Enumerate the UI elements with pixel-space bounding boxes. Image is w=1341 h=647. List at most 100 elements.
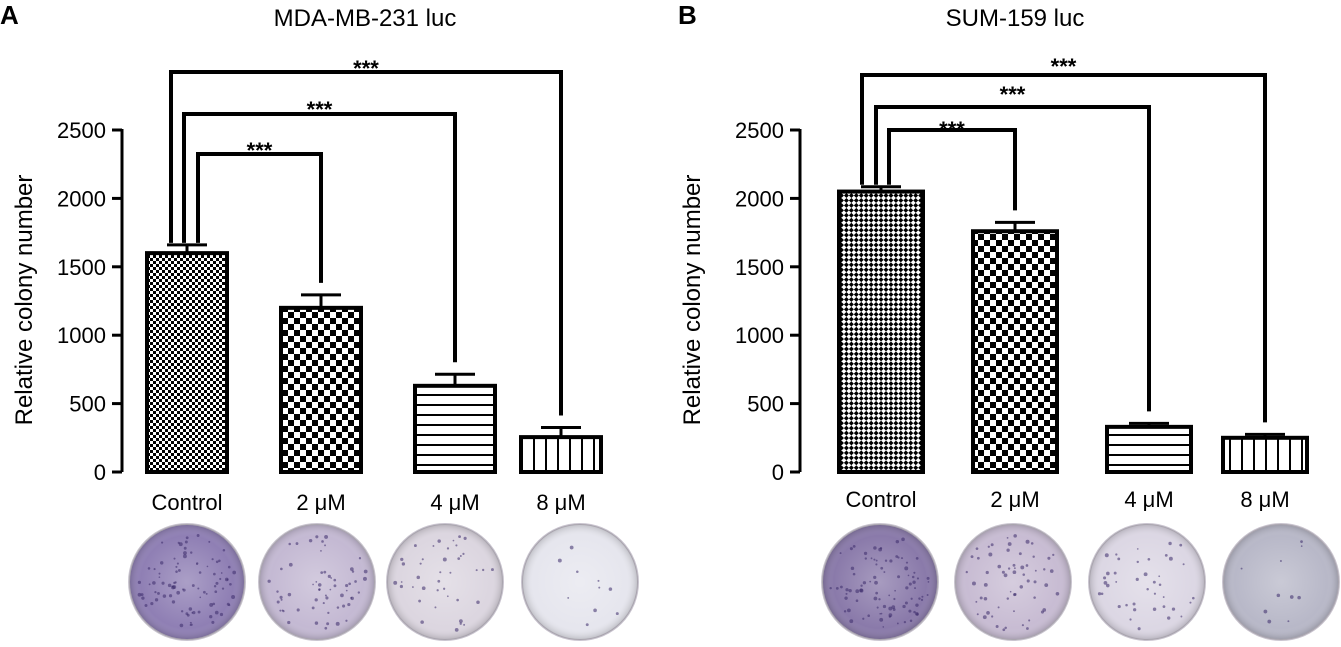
- colony-dot: [147, 567, 151, 570]
- colony-dot: [1162, 596, 1165, 598]
- colony-dot: [1289, 595, 1294, 599]
- colony-dot: [314, 598, 318, 602]
- colony-dot: [983, 582, 988, 587]
- colony-dot: [1179, 543, 1183, 547]
- colony-dot: [482, 568, 485, 572]
- colony-dot: [463, 536, 467, 540]
- colony-dot: [219, 577, 222, 581]
- colony-dot: [173, 557, 176, 560]
- y-tick-label: 1500: [57, 255, 106, 280]
- colony-dot: [1147, 557, 1151, 561]
- colony-dot: [205, 592, 208, 595]
- colony-dot: [840, 585, 843, 589]
- colony-dot: [437, 579, 441, 583]
- colony-dot: [875, 591, 879, 595]
- colony-dot: [1267, 619, 1272, 624]
- colony-dot: [349, 567, 354, 571]
- colony-dot: [227, 565, 231, 569]
- colony-dot: [593, 608, 597, 613]
- colony-dot: [295, 542, 299, 545]
- colony-dot: [351, 570, 355, 573]
- panel-letter: A: [0, 0, 19, 30]
- colony-dot: [878, 598, 881, 601]
- colony-dot: [970, 555, 974, 559]
- colony-dot: [432, 545, 435, 547]
- colony-dot: [1180, 615, 1183, 618]
- colony-dot: [347, 602, 351, 607]
- colony-dot: [1103, 576, 1107, 580]
- colony-dot: [921, 595, 924, 598]
- colony-dot: [183, 546, 187, 550]
- colony-dot: [1020, 565, 1025, 570]
- colony-dot: [894, 589, 896, 592]
- colony-dot: [345, 619, 348, 622]
- colony-dot: [1143, 572, 1148, 577]
- significance-label: ***: [307, 97, 333, 122]
- colony-dot: [557, 558, 562, 563]
- colony-dot: [889, 559, 893, 563]
- colony-dot: [1189, 601, 1192, 604]
- colony-dot: [896, 622, 899, 625]
- colony-dot: [1158, 583, 1162, 586]
- colony-dot: [400, 557, 404, 561]
- colony-dot: [1001, 570, 1005, 574]
- colony-dot: [324, 626, 328, 630]
- colony-dot: [880, 612, 883, 615]
- colony-dot: [457, 557, 461, 560]
- colony-dot: [348, 582, 351, 586]
- colony-dot: [909, 619, 913, 623]
- colony-dot: [975, 600, 978, 603]
- colony-dot: [1132, 602, 1136, 606]
- colony-dot: [211, 558, 214, 561]
- colony-dot: [910, 597, 913, 600]
- colony-dot: [182, 588, 184, 591]
- colony-dot: [1025, 539, 1030, 544]
- colony-dot: [183, 551, 187, 555]
- colony-dot: [437, 539, 441, 543]
- colony-dish-shading: [387, 524, 503, 640]
- y-tick-label: 0: [772, 460, 784, 485]
- colony-dot: [209, 602, 214, 607]
- colony-dot: [215, 560, 219, 564]
- colony-dot: [413, 544, 417, 548]
- colony-dot: [903, 620, 907, 624]
- colony-dot: [1040, 610, 1045, 614]
- colony-dot: [459, 622, 462, 625]
- colony-dot: [144, 604, 148, 608]
- colony-dot: [320, 571, 324, 575]
- colony-dot: [172, 585, 177, 590]
- colony-dot: [864, 557, 867, 560]
- colony-dot: [1167, 616, 1171, 620]
- colony-dot: [325, 596, 329, 600]
- colony-dot: [350, 596, 353, 599]
- colony-dot: [895, 539, 900, 544]
- y-tick-label: 500: [747, 392, 784, 417]
- colony-dot: [1300, 540, 1303, 544]
- colony-dot: [196, 534, 200, 537]
- colony-dot: [267, 579, 271, 583]
- colony-dot: [180, 610, 184, 613]
- colony-dot: [312, 583, 314, 586]
- colony-dot: [997, 606, 1000, 609]
- colony-dot: [1100, 592, 1104, 596]
- significance-label: ***: [247, 138, 273, 163]
- colony-dot: [280, 567, 283, 571]
- colony-dot: [844, 596, 848, 600]
- colony-dot: [1113, 571, 1117, 575]
- colony-dot: [1044, 583, 1049, 587]
- colony-dot: [911, 575, 915, 579]
- colony-dot: [985, 570, 989, 575]
- y-tick-label: 2000: [57, 186, 106, 211]
- colony-dot: [232, 570, 237, 575]
- colony-dot: [191, 611, 194, 614]
- bar-1: [145, 251, 229, 474]
- colony-dot: [171, 600, 176, 604]
- colony-dot: [152, 581, 156, 585]
- colony-dot: [1026, 579, 1030, 583]
- colony-dot: [399, 584, 404, 589]
- colony-dot: [213, 572, 216, 576]
- colony-dot: [213, 585, 217, 588]
- colony-dot: [141, 596, 145, 600]
- colony-dot: [904, 601, 908, 605]
- colony-dot: [869, 580, 872, 583]
